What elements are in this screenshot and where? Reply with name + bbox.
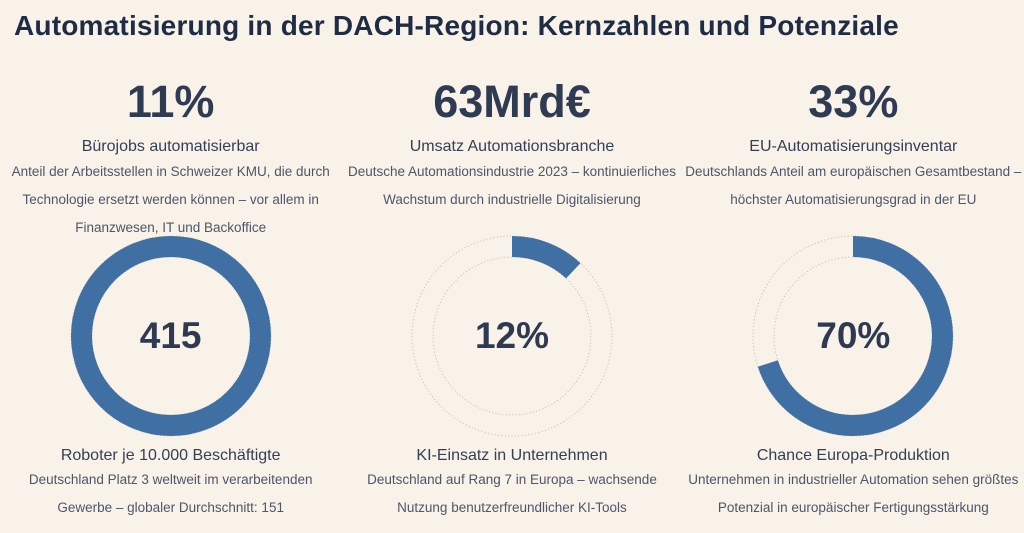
donut-ring-icon <box>752 235 954 437</box>
kpi-label: Umsatz Automationsbranche <box>409 138 615 155</box>
donut-center-value: 12% <box>474 315 550 356</box>
donut-center-value: 70% <box>816 315 891 356</box>
donut-center-value: 415 <box>139 315 202 356</box>
kpi-value: 33% <box>808 76 899 127</box>
kpi-value: 11% <box>126 76 215 127</box>
donut-chart-roboter: 415 <box>69 234 273 438</box>
chart-title: Roboter je 10.000 Beschäftigte <box>60 447 281 464</box>
chart-note: Deutschland Platz 3 weltweit im verarbei… <box>28 472 313 515</box>
donut-ring-icon <box>411 235 613 437</box>
kpi-columns: 11% Bürojobs automatisierbar Anteil der … <box>0 43 1024 522</box>
donut-chart-ki-einsatz: 12% <box>410 234 614 438</box>
kpi-description: Deutsche Automationsindustrie 2023 – kon… <box>348 164 676 207</box>
column-eu-inventar: 33% EU-Automatisierungsinventar Deutschl… <box>683 43 1024 522</box>
column-umsatz: 63Mrd€ Umsatz Automationsbranche Deutsch… <box>341 43 682 522</box>
donut-ring-icon <box>70 235 272 437</box>
chart-note: Unternehmen in industrieller Automation … <box>688 472 1019 515</box>
kpi-label: Bürojobs automatisierbar <box>81 138 260 155</box>
chart-note: Deutschland auf Rang 7 in Europa – wachs… <box>367 472 657 515</box>
chart-title: Chance Europa-Produktion <box>756 447 950 464</box>
kpi-label: EU-Automatisierungsinventar <box>749 138 958 155</box>
column-buerojobs: 11% Bürojobs automatisierbar Anteil der … <box>0 43 341 522</box>
donut-chart-europa-produktion: 70% <box>751 234 955 438</box>
chart-title: KI-Einsatz in Unternehmen <box>416 447 608 464</box>
page-title: Automatisierung in der DACH-Region: Kern… <box>14 10 899 41</box>
kpi-value: 63Mrd€ <box>433 76 591 127</box>
kpi-description: Deutschlands Anteil am europäischen Gesa… <box>685 164 1022 207</box>
kpi-description: Anteil der Arbeitsstellen in Schweizer K… <box>11 164 330 235</box>
